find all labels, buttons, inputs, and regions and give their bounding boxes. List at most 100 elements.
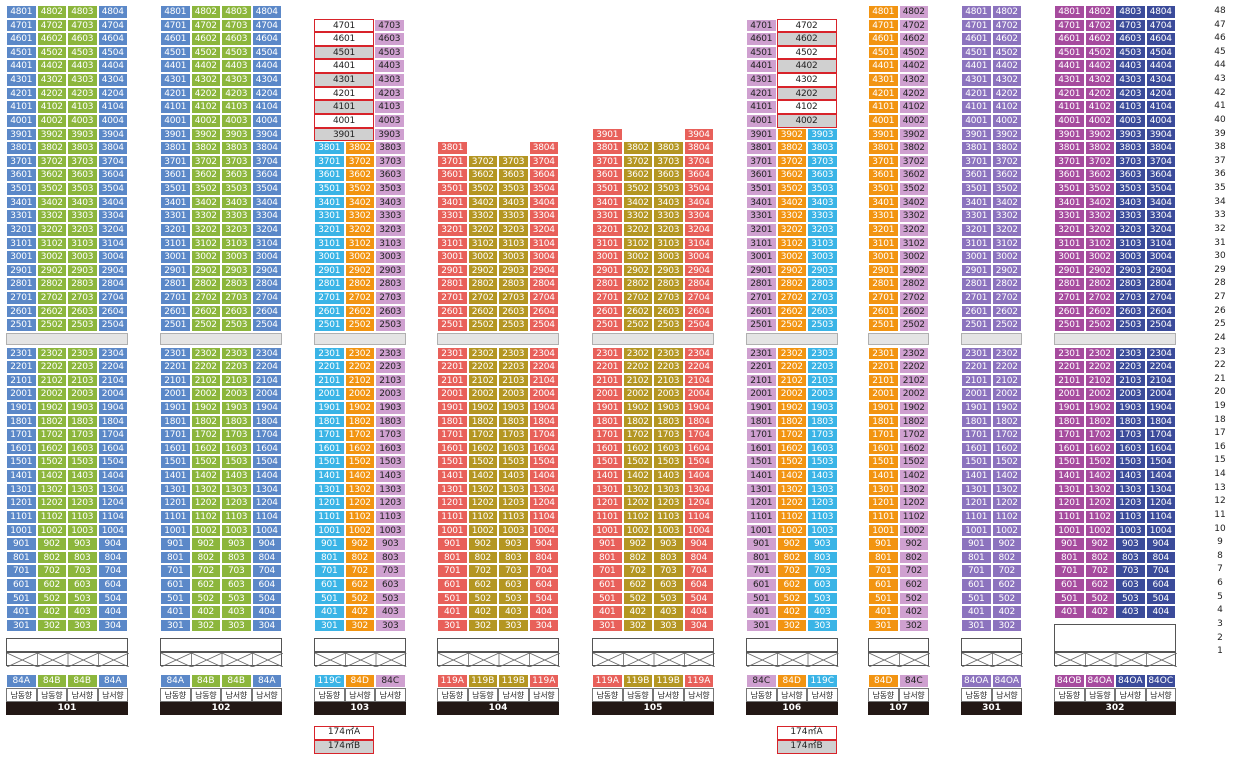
unit-cell: 501 bbox=[314, 591, 345, 606]
orientation-label: 남동향 bbox=[467, 688, 498, 702]
unit-cell: 4003 bbox=[374, 113, 405, 128]
unit-cell: 4201 bbox=[6, 86, 37, 101]
unit-cell: 3804 bbox=[251, 141, 282, 155]
unit-cell: 2704 bbox=[683, 291, 714, 305]
unit-cell: 2901 bbox=[961, 263, 992, 278]
unit-cell: 3502 bbox=[991, 182, 1022, 196]
unit-cell: 4403 bbox=[67, 59, 98, 74]
unit-cell: 1204 bbox=[251, 496, 282, 510]
unit-cell: 4804 bbox=[1145, 5, 1176, 19]
unit-cell: 3303 bbox=[1115, 209, 1146, 223]
unit-cell: 1603 bbox=[807, 441, 838, 456]
unit-cell: 402 bbox=[344, 605, 375, 619]
orientation-label: 남서향 bbox=[375, 688, 406, 702]
unit-cell: 2702 bbox=[1084, 291, 1115, 305]
unit-cell: 4804 bbox=[251, 5, 282, 19]
unit-cell: 3802 bbox=[622, 141, 653, 155]
unit-cell: 4302 bbox=[1084, 73, 1115, 87]
unit-cell: 4404 bbox=[1145, 59, 1176, 74]
unit-cell: 3403 bbox=[67, 195, 98, 210]
building-label: 105 bbox=[592, 702, 714, 715]
community-facility-label bbox=[437, 638, 559, 652]
unit-cell: 3301 bbox=[592, 209, 623, 223]
floor-number: 46 bbox=[1214, 33, 1226, 44]
floor-number: 32 bbox=[1214, 223, 1226, 234]
unit-cell: 1904 bbox=[683, 400, 714, 415]
unit-cell: 1901 bbox=[592, 400, 623, 415]
unit-cell: 1502 bbox=[776, 455, 807, 470]
unit-cell: 4103 bbox=[374, 100, 405, 114]
unit-cell: 2601 bbox=[868, 304, 899, 319]
penthouse-legend-b: 174㎡B bbox=[776, 740, 837, 754]
unit-cell: 3702 bbox=[344, 154, 375, 169]
pilotis-row bbox=[6, 652, 129, 667]
unit-cell: 1404 bbox=[97, 469, 128, 483]
unit-cell: 3602 bbox=[36, 168, 67, 183]
unit-cell: 402 bbox=[898, 605, 929, 619]
unit-cell: 2901 bbox=[592, 263, 623, 278]
unit-cell: 2503 bbox=[221, 318, 252, 332]
unit-cell: 2701 bbox=[314, 291, 345, 305]
unit-cell: 601 bbox=[6, 578, 37, 592]
unit-cell: 3402 bbox=[467, 195, 498, 210]
unit-cell: 1104 bbox=[251, 509, 282, 524]
unit-cell: 3801 bbox=[437, 141, 468, 155]
unit-cell: 1601 bbox=[314, 441, 345, 456]
unit-cell: 1401 bbox=[314, 469, 345, 483]
unit-cell: 1101 bbox=[868, 509, 899, 524]
unit-cell: 3603 bbox=[498, 168, 529, 183]
unit-cell: 3103 bbox=[807, 236, 838, 251]
unit-cell: 3503 bbox=[498, 182, 529, 196]
unit-cell: 2002 bbox=[776, 387, 807, 401]
unit-cell: 2304 bbox=[251, 346, 282, 361]
unit-cell: 3302 bbox=[1084, 209, 1115, 223]
unit-cell: 1404 bbox=[683, 469, 714, 483]
unit-cell: 1602 bbox=[190, 441, 221, 456]
unit-cell: 3202 bbox=[190, 222, 221, 237]
unit-cell: 2603 bbox=[375, 304, 406, 319]
floor-number: 39 bbox=[1214, 128, 1226, 139]
unit-cell: 4601 bbox=[6, 32, 37, 46]
unit-cell: 1803 bbox=[221, 414, 252, 429]
unit-cell: 1203 bbox=[498, 496, 529, 510]
unit-cell: 3001 bbox=[314, 250, 345, 264]
unit-cell: 2902 bbox=[1084, 263, 1115, 278]
unit-cell: 3102 bbox=[776, 236, 807, 251]
community-facility-label bbox=[160, 638, 282, 652]
unit-cell: 4502 bbox=[898, 45, 929, 60]
unit-cell: 2203 bbox=[1115, 360, 1146, 374]
unit-cell: 2102 bbox=[776, 373, 807, 388]
unit-cell: 4502 bbox=[991, 45, 1022, 60]
unit-cell: 4303 bbox=[1115, 73, 1146, 87]
unit-cell: 1702 bbox=[36, 428, 67, 442]
floor-number: 30 bbox=[1214, 251, 1226, 262]
unit-cell: 3503 bbox=[807, 182, 838, 196]
unit-cell: 2002 bbox=[36, 387, 67, 401]
floor-number: 48 bbox=[1214, 6, 1226, 16]
unit-cell: 302 bbox=[622, 618, 653, 633]
unit-cell: 1302 bbox=[898, 482, 929, 497]
unit-cell: 2201 bbox=[314, 360, 345, 374]
unit-cell: 3702 bbox=[776, 154, 807, 169]
unit-cell: 1301 bbox=[746, 482, 777, 497]
floor-number: 35 bbox=[1214, 183, 1226, 194]
unit-cell: 2003 bbox=[807, 387, 838, 401]
unit-cell: 2904 bbox=[97, 263, 128, 278]
unit-cell: 901 bbox=[746, 537, 777, 551]
unit-cell: 4602 bbox=[1084, 32, 1115, 46]
orientation-label: 남동향 bbox=[314, 688, 345, 702]
unit-cell: 1901 bbox=[868, 400, 899, 415]
unit-cell: 4001 bbox=[6, 113, 37, 128]
unit-cell: 1403 bbox=[67, 469, 98, 483]
unit-cell: 2503 bbox=[807, 318, 838, 332]
unit-cell: 3002 bbox=[190, 250, 221, 264]
unit-cell: 2801 bbox=[437, 277, 468, 291]
unit-cell: 3401 bbox=[961, 195, 992, 210]
refuge-space-label bbox=[746, 332, 838, 345]
unit-cell: 3902 bbox=[991, 127, 1022, 142]
unit-cell: 2602 bbox=[467, 304, 498, 319]
unit-cell: 3803 bbox=[807, 141, 838, 155]
unit-cell: 1704 bbox=[683, 428, 714, 442]
unit-cell: 3501 bbox=[1054, 182, 1085, 196]
unit-cell: 4003 bbox=[1115, 113, 1146, 128]
